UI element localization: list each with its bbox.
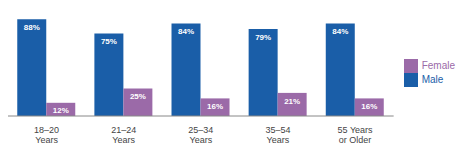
html-text:Male: Male <box>421 73 444 85</box>
svg-text:16%: 16% <box>207 102 223 111</box>
svg-text:16%: 16% <box>361 102 377 111</box>
html-text:Female: Female <box>421 59 455 71</box>
svg-text:18–20Years: 18–20Years <box>34 125 59 145</box>
svg-text:25–34Years: 25–34Years <box>188 125 213 145</box>
svg-text:79%: 79% <box>255 33 271 42</box>
svg-text:84%: 84% <box>332 27 348 36</box>
svg-text:35–54Years: 35–54Years <box>265 125 290 145</box>
svg-text:84%: 84% <box>178 27 194 36</box>
svg-text:25%: 25% <box>130 92 146 101</box>
svg-text:21–24Years: 21–24Years <box>111 125 136 145</box>
svg-text:12%: 12% <box>53 106 69 115</box>
svg-text:88%: 88% <box>24 23 40 32</box>
svg-text:55 Yearsor Older: 55 Yearsor Older <box>338 125 374 145</box>
svg-text:75%: 75% <box>101 37 117 46</box>
svg-text:21%: 21% <box>284 97 300 106</box>
